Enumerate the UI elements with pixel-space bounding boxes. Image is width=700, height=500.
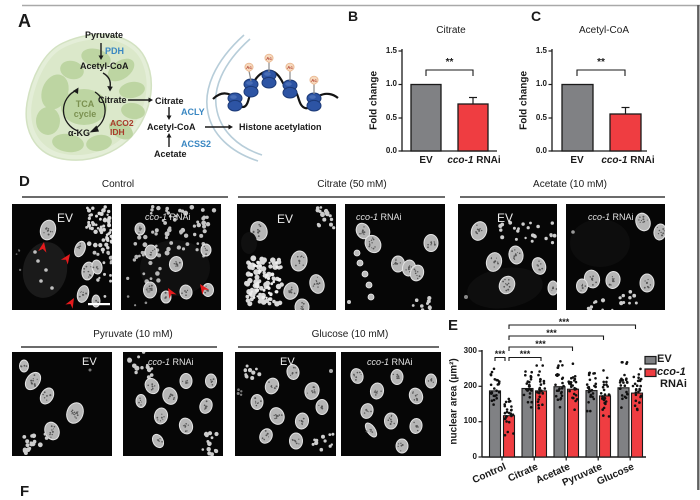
svg-text:Ac: Ac xyxy=(266,56,272,61)
svg-text:Ac: Ac xyxy=(246,65,252,70)
svg-text:Ac: Ac xyxy=(311,78,317,83)
svg-text:Ac: Ac xyxy=(287,65,293,70)
